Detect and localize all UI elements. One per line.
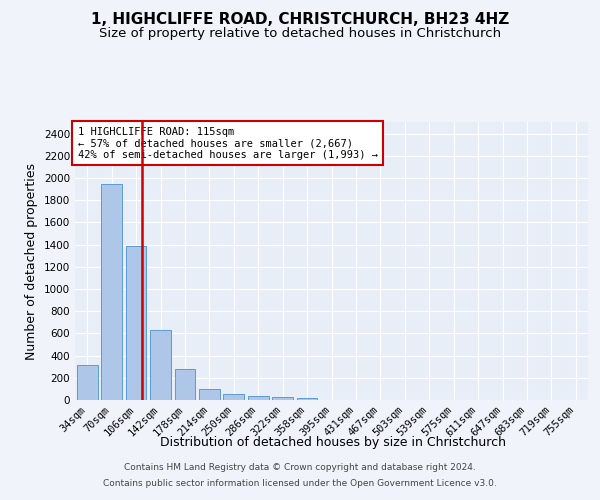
- Bar: [77, 365, 98, 400]
- Bar: [101, 184, 122, 400]
- Bar: [223, 394, 244, 400]
- Bar: [125, 246, 146, 400]
- Text: Contains HM Land Registry data © Crown copyright and database right 2024.: Contains HM Land Registry data © Crown c…: [124, 464, 476, 472]
- Text: Size of property relative to detached houses in Christchurch: Size of property relative to detached ho…: [99, 28, 501, 40]
- Bar: [199, 389, 220, 400]
- Bar: [150, 330, 171, 400]
- Text: Contains public sector information licensed under the Open Government Licence v3: Contains public sector information licen…: [103, 478, 497, 488]
- Bar: [272, 397, 293, 400]
- Text: 1 HIGHCLIFFE ROAD: 115sqm
← 57% of detached houses are smaller (2,667)
42% of se: 1 HIGHCLIFFE ROAD: 115sqm ← 57% of detac…: [77, 126, 377, 160]
- Y-axis label: Number of detached properties: Number of detached properties: [25, 163, 38, 360]
- Bar: [175, 370, 196, 400]
- Text: 1, HIGHCLIFFE ROAD, CHRISTCHURCH, BH23 4HZ: 1, HIGHCLIFFE ROAD, CHRISTCHURCH, BH23 4…: [91, 12, 509, 28]
- Bar: [296, 398, 317, 400]
- Bar: [248, 396, 269, 400]
- Text: Distribution of detached houses by size in Christchurch: Distribution of detached houses by size …: [160, 436, 506, 449]
